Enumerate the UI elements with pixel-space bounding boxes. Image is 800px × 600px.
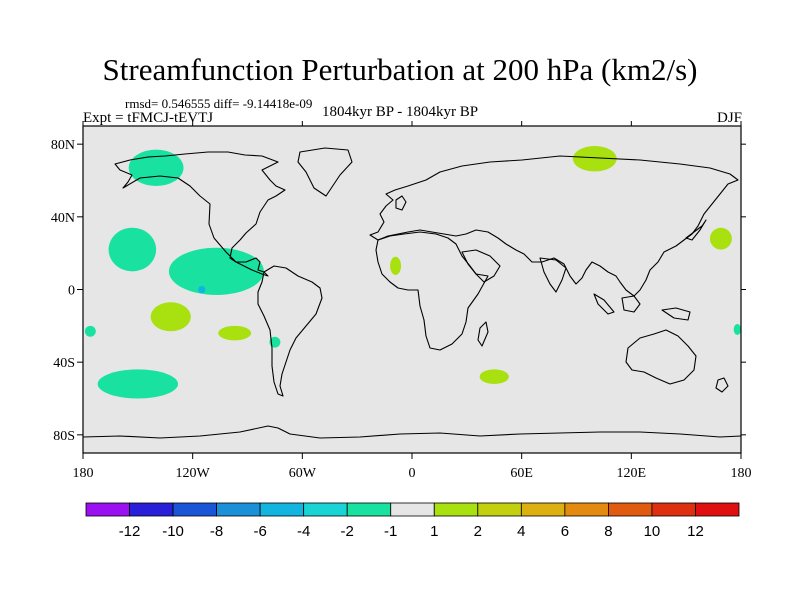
anomaly-region-11 <box>390 256 402 275</box>
colorbar-label: 8 <box>604 523 612 540</box>
colorbar-swatch <box>346 502 392 517</box>
colorbar-swatch <box>608 502 653 517</box>
stats-label: rmsd= 0.546555 diff= -9.14418e-09 <box>125 96 313 111</box>
coast-madagascar <box>477 321 489 347</box>
coast-antarctica <box>83 425 741 439</box>
coast-new-guinea <box>661 307 691 321</box>
colorbar-swatch <box>695 502 740 517</box>
coast-australia <box>625 329 697 385</box>
anomaly-region-4 <box>97 369 179 399</box>
coast-greenland <box>297 147 353 197</box>
anomaly-region-9 <box>150 302 191 332</box>
coast-sumatra <box>593 293 615 315</box>
x-tick-label: 120E <box>617 466 647 481</box>
y-tick-label: 0 <box>68 284 75 299</box>
colorbar-swatch <box>433 502 479 517</box>
anomaly-region-12 <box>479 369 509 384</box>
colorbar-label: -4 <box>297 523 310 540</box>
anomaly-regions <box>84 145 741 399</box>
colorbar-swatch <box>390 502 435 517</box>
x-tick-label: 120W <box>176 466 211 481</box>
colorbar-label: 12 <box>687 523 704 540</box>
coast-japan <box>685 219 707 241</box>
anomaly-region-7 <box>733 324 741 335</box>
colorbar-label: -8 <box>210 523 223 540</box>
anomaly-region-8 <box>198 285 206 294</box>
colorbar-swatch <box>303 502 348 517</box>
coast-new-zealand <box>715 377 729 393</box>
colorbar-label: -12 <box>119 523 141 540</box>
x-tick-label: 60W <box>289 466 317 481</box>
colorbar-label: 4 <box>517 523 525 540</box>
coastlines <box>83 147 741 439</box>
coast-south-america <box>257 265 323 397</box>
coast-india <box>539 257 567 293</box>
colorbar-swatch <box>564 502 609 517</box>
anomaly-region-2 <box>108 227 157 272</box>
y-tick-label: 40S <box>53 356 75 371</box>
period-label: 1804kyr BP - 1804kyr BP <box>322 104 479 120</box>
x-tick-label: 180 <box>731 466 752 481</box>
colorbar-label: 2 <box>474 523 482 540</box>
season-label: DJF <box>716 110 742 126</box>
y-tick-label: 80N <box>51 138 75 153</box>
colorbar-label: 6 <box>561 523 569 540</box>
coast-arabia <box>461 249 501 283</box>
y-tick-label: 80S <box>53 429 75 444</box>
colorbar-label: -10 <box>162 523 184 540</box>
colorbar-label: 10 <box>644 523 661 540</box>
coast-borneo <box>621 295 641 313</box>
anomaly-region-13 <box>572 145 617 172</box>
x-tick-label: 60E <box>510 466 533 481</box>
colorbar-swatch <box>651 502 696 517</box>
colorbar-label: 1 <box>430 523 438 540</box>
x-tick-label: 180 <box>73 466 94 481</box>
anomaly-region-3 <box>168 247 264 295</box>
colorbar-swatch <box>85 502 130 517</box>
colorbar-label: -6 <box>253 523 266 540</box>
colorbar-swatch <box>216 502 261 517</box>
axis-ticks: 180 120W 60W 0 60E 120E 180 80N 40N 0 40S 80S <box>51 121 752 481</box>
anomaly-region-14 <box>709 227 732 250</box>
x-tick-label: 0 <box>409 466 416 481</box>
chart-title: Streamfunction Perturbation at 200 hPa (… <box>102 52 698 87</box>
y-tick-label: 40N <box>51 211 75 226</box>
coast-uk <box>395 195 407 211</box>
colorbar-label: -1 <box>384 523 397 540</box>
colorbar-swatch <box>520 502 566 517</box>
colorbar: -12 -10 -8 -6 -4 -2 -1 1 2 4 6 8 10 12 <box>85 502 740 540</box>
coast-eurasia <box>369 155 739 297</box>
anomaly-region-6 <box>84 325 96 337</box>
coast-africa <box>375 231 489 351</box>
colorbar-swatch <box>259 502 305 517</box>
colorbar-swatch <box>477 502 522 517</box>
experiment-label: Expt = tFMCJ-tEVTJ <box>83 110 214 126</box>
anomaly-region-10 <box>218 325 252 341</box>
coast-north-america <box>114 151 286 277</box>
colorbar-swatch <box>129 502 174 517</box>
colorbar-swatch <box>172 502 217 517</box>
colorbar-label: -2 <box>341 523 354 540</box>
